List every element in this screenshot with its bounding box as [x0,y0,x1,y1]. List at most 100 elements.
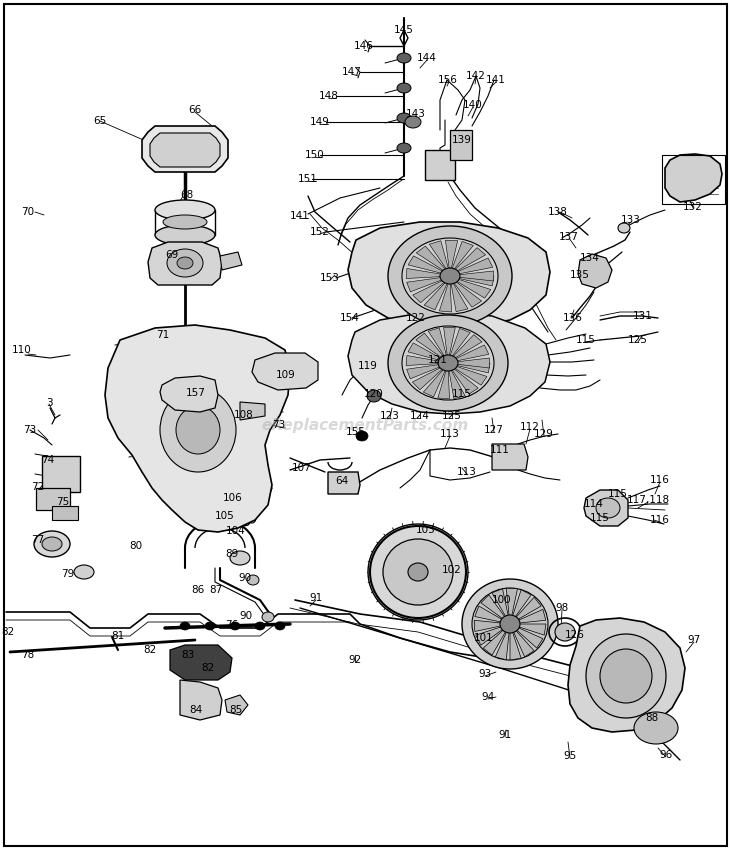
Text: 87: 87 [209,585,223,595]
Polygon shape [475,606,503,622]
Polygon shape [516,627,543,648]
Text: 91: 91 [499,730,512,740]
Text: 145: 145 [394,25,414,35]
Text: 150: 150 [305,150,325,160]
Polygon shape [220,252,242,270]
Ellipse shape [596,498,620,518]
Polygon shape [450,328,470,356]
Text: 132: 132 [683,202,703,212]
Polygon shape [408,343,442,360]
Ellipse shape [205,622,215,630]
Text: 109: 109 [276,370,296,380]
Polygon shape [412,367,443,390]
Polygon shape [455,363,490,373]
Polygon shape [449,371,465,399]
Text: 127: 127 [484,425,504,435]
Text: 114: 114 [584,499,604,509]
Ellipse shape [356,431,368,441]
Text: 155: 155 [346,427,366,437]
Text: 73: 73 [23,425,37,435]
Ellipse shape [581,258,591,266]
Text: 138: 138 [548,207,568,217]
Polygon shape [507,588,518,616]
Text: 154: 154 [340,313,360,323]
Polygon shape [458,276,494,286]
Polygon shape [42,456,80,492]
Ellipse shape [586,634,666,718]
Polygon shape [428,328,447,356]
Ellipse shape [275,622,285,630]
Polygon shape [455,247,485,271]
Polygon shape [492,589,508,617]
Ellipse shape [167,249,203,277]
Ellipse shape [405,116,421,128]
Ellipse shape [34,531,70,557]
Polygon shape [458,271,493,281]
Text: eReplacementParts.com: eReplacementParts.com [262,417,469,433]
Ellipse shape [555,623,575,641]
Ellipse shape [462,579,558,669]
Polygon shape [444,327,455,355]
Polygon shape [568,618,685,732]
Text: 134: 134 [580,253,600,263]
Polygon shape [483,629,506,655]
Text: 111: 111 [490,445,510,455]
Ellipse shape [255,622,265,630]
Polygon shape [454,366,487,385]
Text: 141: 141 [290,211,310,221]
Text: 112: 112 [520,422,540,432]
Text: 83: 83 [181,650,194,660]
Text: 125: 125 [442,411,462,421]
Text: 156: 156 [438,75,458,85]
Text: 137: 137 [559,232,579,242]
Polygon shape [515,598,541,620]
Polygon shape [665,154,722,202]
Polygon shape [160,376,218,412]
Text: 115: 115 [576,335,596,345]
Text: 157: 157 [186,388,206,398]
Text: 85: 85 [230,705,243,715]
Text: 126: 126 [565,630,585,640]
Text: 115: 115 [590,513,610,523]
Text: 133: 133 [621,215,641,225]
Ellipse shape [600,649,652,703]
Text: 121: 121 [428,355,448,365]
Ellipse shape [397,53,411,63]
Ellipse shape [388,226,512,326]
Ellipse shape [438,355,458,371]
Text: 86: 86 [192,585,205,595]
Text: 68: 68 [181,190,194,200]
Ellipse shape [155,200,215,220]
Polygon shape [416,333,444,358]
Text: 115: 115 [452,389,472,399]
Ellipse shape [230,551,250,565]
Polygon shape [452,369,478,394]
Text: 106: 106 [223,493,243,503]
Ellipse shape [634,712,678,744]
Polygon shape [451,283,468,312]
Text: 98: 98 [556,603,569,613]
Ellipse shape [180,622,190,630]
Polygon shape [328,472,360,494]
Text: 105: 105 [215,511,235,521]
Text: 65: 65 [94,116,107,126]
Polygon shape [150,133,220,167]
Polygon shape [170,645,232,680]
Ellipse shape [367,390,381,402]
Ellipse shape [397,113,411,123]
Text: 113: 113 [440,429,460,439]
Text: 93: 93 [478,669,492,679]
Text: 107: 107 [292,463,312,473]
Text: 146: 146 [354,41,374,51]
Polygon shape [142,126,228,172]
Ellipse shape [176,406,220,454]
Text: 120: 120 [364,389,384,399]
Text: 88: 88 [645,713,659,723]
Polygon shape [425,150,455,180]
Polygon shape [455,345,489,361]
Polygon shape [368,524,468,620]
Text: 95: 95 [564,751,577,761]
Text: 144: 144 [417,53,437,63]
Ellipse shape [42,537,62,551]
Text: 140: 140 [463,100,483,110]
